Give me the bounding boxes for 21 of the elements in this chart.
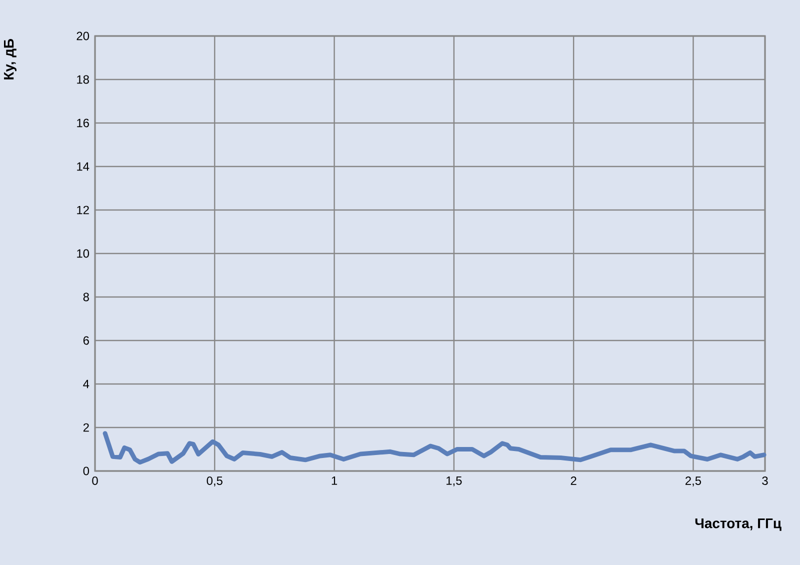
- y-tick-label: 0: [83, 466, 90, 476]
- y-tick-label: 16: [77, 118, 89, 128]
- x-tick-label: 1: [332, 476, 338, 485]
- x-tick-label: 0: [92, 476, 98, 485]
- line-series: [102, 431, 766, 465]
- y-tick-label: 6: [83, 336, 89, 345]
- y-tick-label: 4: [83, 380, 90, 388]
- y-axis-title: Ку, дБ: [4, 39, 16, 80]
- x-axis-title: Частота, ГГц: [695, 518, 782, 531]
- x-tick-label: 0,5: [206, 476, 222, 486]
- y-tick-label: 12: [77, 206, 89, 214]
- y-tick-label: 10: [77, 249, 90, 258]
- x-tick-label: 1,5: [446, 476, 462, 486]
- y-tick-label: 14: [77, 162, 90, 171]
- x-tick-label: 2,5: [686, 476, 702, 486]
- x-tick-label: 3: [762, 476, 768, 485]
- y-tick-label: 18: [77, 75, 89, 84]
- y-tick-label: 8: [83, 292, 89, 302]
- x-tick-label: 2: [570, 476, 576, 485]
- y-tick-label: 2: [83, 423, 89, 432]
- y-tick-label: 20: [76, 32, 90, 40]
